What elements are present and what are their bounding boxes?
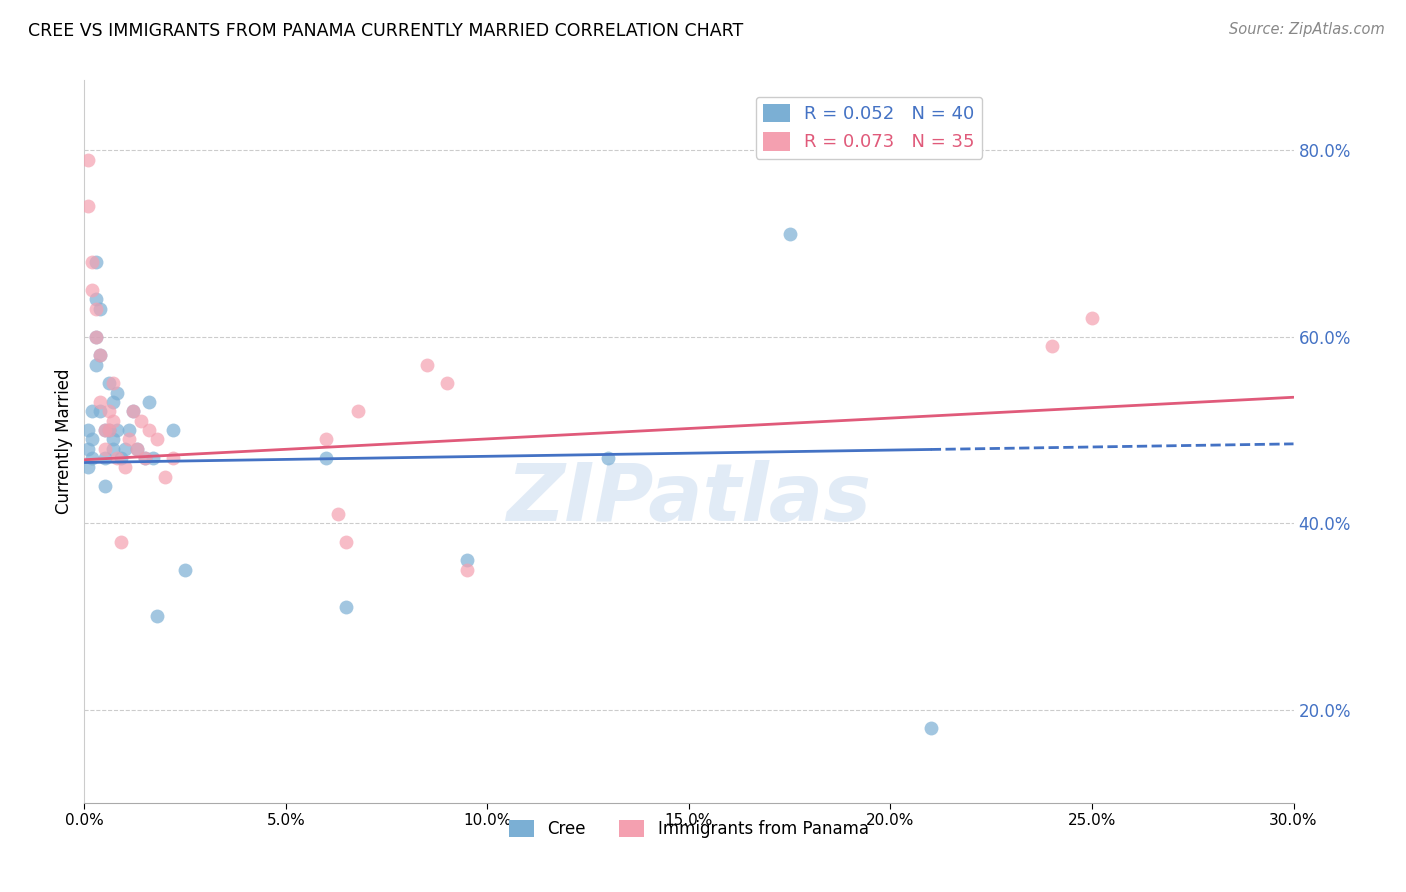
Point [153, 469, 176, 483]
Point [97, 376, 120, 391]
Point [82, 255, 104, 269]
Point [86, 301, 108, 316]
Point [347, 404, 370, 418]
Point [93, 423, 115, 437]
Point [779, 227, 801, 241]
Text: ZIPatlas: ZIPatlas [506, 460, 872, 539]
Point [89, 348, 111, 362]
Point [89, 301, 111, 316]
Point [1081, 311, 1104, 326]
Point [101, 376, 124, 391]
Point [129, 413, 152, 427]
Point [86, 293, 108, 307]
Point [105, 423, 128, 437]
Point [142, 450, 165, 465]
Point [105, 450, 128, 465]
Point [174, 563, 197, 577]
Point [456, 563, 478, 577]
Point [110, 450, 132, 465]
Point [82, 432, 104, 446]
Point [93, 450, 115, 465]
Point [125, 442, 148, 456]
Point [89, 348, 111, 362]
Point [114, 460, 136, 475]
Point [89, 404, 111, 418]
Text: Source: ZipAtlas.com: Source: ZipAtlas.com [1229, 22, 1385, 37]
Point [598, 450, 620, 465]
Point [101, 442, 124, 456]
Point [77, 460, 100, 475]
Point [134, 450, 156, 465]
Point [82, 404, 104, 418]
Legend: Cree, Immigrants from Panama: Cree, Immigrants from Panama [502, 814, 876, 845]
Point [456, 553, 478, 567]
Point [97, 404, 120, 418]
Point [146, 432, 169, 446]
Point [82, 283, 104, 297]
Point [82, 450, 104, 465]
Point [146, 609, 169, 624]
Point [328, 507, 350, 521]
Point [86, 358, 108, 372]
Point [920, 721, 942, 735]
Point [77, 423, 100, 437]
Point [436, 376, 458, 391]
Point [138, 395, 160, 409]
Point [125, 442, 148, 456]
Point [105, 385, 128, 400]
Point [93, 479, 115, 493]
Point [138, 423, 160, 437]
Point [121, 404, 143, 418]
Text: CREE VS IMMIGRANTS FROM PANAMA CURRENTLY MARRIED CORRELATION CHART: CREE VS IMMIGRANTS FROM PANAMA CURRENTLY… [28, 22, 744, 40]
Point [97, 423, 120, 437]
Point [118, 423, 141, 437]
Point [86, 329, 108, 343]
Point [110, 534, 132, 549]
Point [118, 432, 141, 446]
Point [335, 600, 357, 615]
Point [315, 450, 337, 465]
Point [134, 450, 156, 465]
Point [162, 423, 184, 437]
Point [114, 442, 136, 456]
Point [121, 404, 143, 418]
Point [93, 423, 115, 437]
Point [93, 442, 115, 456]
Point [89, 395, 111, 409]
Y-axis label: Currently Married: Currently Married [55, 368, 73, 515]
Point [162, 450, 184, 465]
Point [77, 199, 100, 213]
Point [315, 432, 337, 446]
Point [1040, 339, 1063, 353]
Point [86, 255, 108, 269]
Point [97, 423, 120, 437]
Point [86, 329, 108, 343]
Point [101, 413, 124, 427]
Point [416, 358, 439, 372]
Point [77, 153, 100, 167]
Point [77, 442, 100, 456]
Point [101, 395, 124, 409]
Point [335, 534, 357, 549]
Point [101, 432, 124, 446]
